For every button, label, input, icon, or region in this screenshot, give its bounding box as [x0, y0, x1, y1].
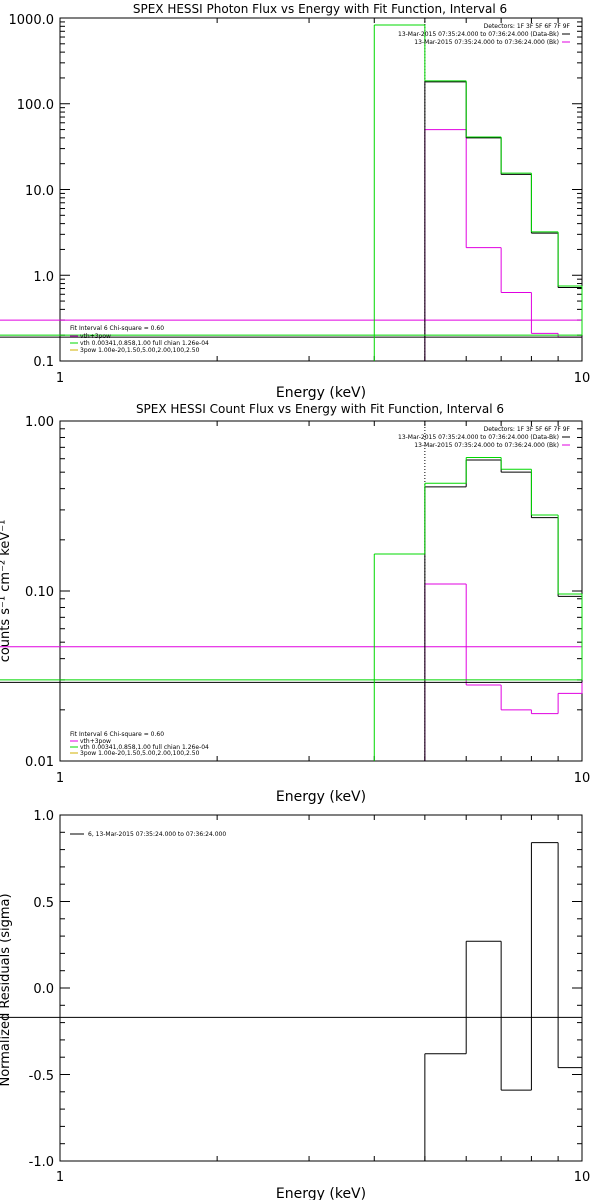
photon-legend-fit-interval: Fit Interval 6 Chi-square = 0.60 — [70, 325, 164, 332]
residuals-ytick-label: 1.0 — [33, 809, 54, 824]
count-legend-vth: vth 0.00341,0.858,1.00 full chian 1.26e-… — [80, 744, 209, 751]
photon-legend-3pow: 3pow 1.00e-20,1.50,5.00,2.00,100,2.50 — [80, 347, 200, 354]
residuals-xtick-label: 10 — [574, 1170, 591, 1185]
residuals-y-axis-label: Normalized Residuals (sigma) — [0, 893, 13, 1086]
count-ytick-label: 1.00 — [25, 415, 54, 430]
photon-plot-frame — [59, 17, 583, 362]
count-legend-bk: 13-Mar-2015 07:35:24.000 to 07:36:24.000… — [414, 442, 559, 449]
photon-legend-detectors: Detectors: 1F 3F 5F 6F 7F 9F — [484, 23, 571, 30]
photon-ytick-label: 0.1 — [33, 355, 54, 370]
photon-legend-top-right: Detectors: 1F 3F 5F 6F 7F 9F 13-Mar-2015… — [398, 23, 571, 46]
photon-legend-bottom-left: Fit Interval 6 Chi-square = 0.60 vth+3po… — [70, 325, 209, 354]
photon-legend-data-bk: 13-Mar-2015 07:35:24.000 to 07:36:24.000… — [398, 31, 559, 38]
photon-chart-title: SPEX HESSI Photon Flux vs Energy with Fi… — [133, 2, 507, 16]
residuals-panel: -1.0 -0.5 0.0 0.5 1.0 1 10 Energy (keV) … — [0, 809, 590, 1200]
photon-ytick-label: 1000.0 — [9, 13, 55, 28]
photon-ytick-label: 10.0 — [25, 184, 54, 199]
photon-x-axis-label: Energy (keV) — [276, 385, 366, 401]
residuals-xtick-label: 1 — [56, 1170, 64, 1185]
count-xtick-label: 10 — [574, 771, 591, 786]
photon-y-ticks: 0.1 1.0 10.0 100.0 1000.0 — [9, 13, 55, 370]
count-legend-detectors: Detectors: 1F 3F 5F 6F 7F 9F — [484, 426, 571, 433]
photon-ytick-label: 1.0 — [33, 270, 54, 285]
photon-legend-bk: 13-Mar-2015 07:35:24.000 to 07:36:24.000… — [414, 39, 559, 46]
residuals-ytick-label: 0.5 — [33, 896, 54, 911]
count-ytick-label: 0.10 — [25, 585, 54, 600]
count-xtick-label: 1 — [56, 771, 64, 786]
count-chart-title: SPEX HESSI Count Flux vs Energy with Fit… — [136, 402, 504, 416]
residuals-series-group — [0, 842, 583, 1161]
photon-legend-model: vth+3pow — [80, 333, 111, 340]
count-flux-panel: SPEX HESSI Count Flux vs Energy with Fit… — [0, 402, 590, 805]
residuals-plot-frame — [59, 814, 583, 1162]
photon-legend-vth: vth 0.00341,0.858,1.00 full chian 1.26e-… — [80, 340, 209, 347]
photon-flux-panel: SPEX HESSI Photon Flux vs Energy with Fi… — [0, 2, 590, 401]
residuals-ytick-label: 0.0 — [33, 982, 54, 997]
count-x-axis-label: Energy (keV) — [276, 789, 366, 805]
count-ytick-label: 0.01 — [25, 755, 54, 770]
count-y-axis-label: counts s⁻¹ cm⁻² keV⁻¹ — [0, 520, 13, 663]
residuals-legend: 6, 13-Mar-2015 07:35:24.000 to 07:36:24.… — [70, 831, 226, 838]
residuals-tick-marks — [59, 814, 583, 1162]
count-legend-top-right: Detectors: 1F 3F 5F 6F 7F 9F 13-Mar-2015… — [398, 426, 571, 449]
count-legend-3pow: 3pow 1.00e-20,1.50,5.00,2.00,100,2.50 — [80, 750, 200, 757]
photon-xtick-label: 1 — [56, 371, 64, 386]
count-legend-model: vth+3pow — [80, 738, 111, 745]
residuals-ytick-label: -0.5 — [29, 1069, 54, 1084]
photon-tick-marks — [59, 17, 583, 362]
residuals-ytick-label: -1.0 — [29, 1155, 54, 1170]
photon-xtick-label: 10 — [574, 371, 591, 386]
residuals-x-axis-label: Energy (keV) — [276, 1186, 366, 1200]
count-legend-fit-interval: Fit Interval 6 Chi-square = 0.60 — [70, 731, 164, 738]
photon-series-group — [0, 18, 583, 361]
count-series-group — [0, 421, 583, 761]
count-legend-data-bk: 13-Mar-2015 07:35:24.000 to 07:36:24.000… — [398, 434, 559, 441]
photon-ytick-label: 100.0 — [17, 98, 54, 113]
count-legend-bottom-left: Fit Interval 6 Chi-square = 0.60 vth+3po… — [70, 731, 209, 757]
residuals-legend-text: 6, 13-Mar-2015 07:35:24.000 to 07:36:24.… — [88, 831, 226, 838]
